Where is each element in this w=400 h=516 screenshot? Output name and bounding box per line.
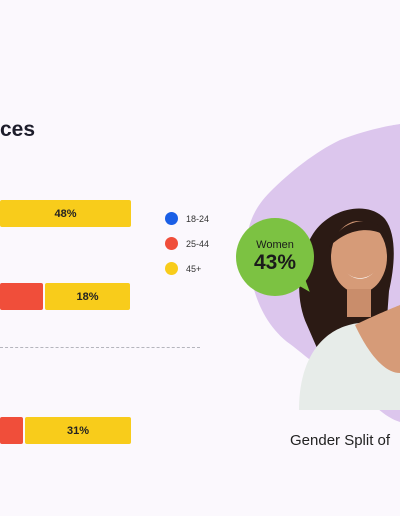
bar-row-1: 48% — [0, 200, 131, 227]
bar-segment-45plus-3: 31% — [25, 417, 131, 444]
legend-label: 18-24 — [186, 213, 210, 224]
legend-item-25-44: 25-44 — [165, 231, 209, 256]
women-percentage-badge: Women 43% — [236, 218, 314, 296]
legend-item-45plus: 45+ — [165, 256, 209, 281]
chart-legend: 18-24 25-44 45+ — [165, 206, 209, 281]
legend-label: 25-44 — [186, 238, 210, 249]
badge-label: Women — [256, 239, 294, 251]
woman-photo-illustration — [299, 208, 400, 410]
bar-value-label-2: 18% — [76, 290, 99, 303]
bar-segment-45plus-1: 48% — [0, 200, 131, 227]
legend-label: 45+ — [186, 263, 202, 274]
legend-dot-icon — [165, 212, 178, 225]
bar-row-2: 18% — [0, 283, 130, 310]
dashed-divider — [0, 347, 200, 348]
legend-item-18-24: 18-24 — [165, 206, 209, 231]
bar-segment-25-44-2 — [0, 283, 43, 310]
legend-dot-icon — [165, 262, 178, 275]
gender-split-caption: Gender Split of — [290, 432, 391, 449]
legend-dot-icon — [165, 237, 178, 250]
bar-segment-25-44-3 — [0, 417, 23, 444]
badge-value: 43% — [253, 251, 297, 274]
chart-title: ces — [0, 118, 36, 141]
bar-row-3: 31% — [0, 417, 131, 444]
bar-value-label-1: 48% — [54, 207, 77, 220]
bar-value-label-3: 31% — [66, 424, 90, 437]
bar-segment-45plus-2: 18% — [45, 283, 130, 310]
